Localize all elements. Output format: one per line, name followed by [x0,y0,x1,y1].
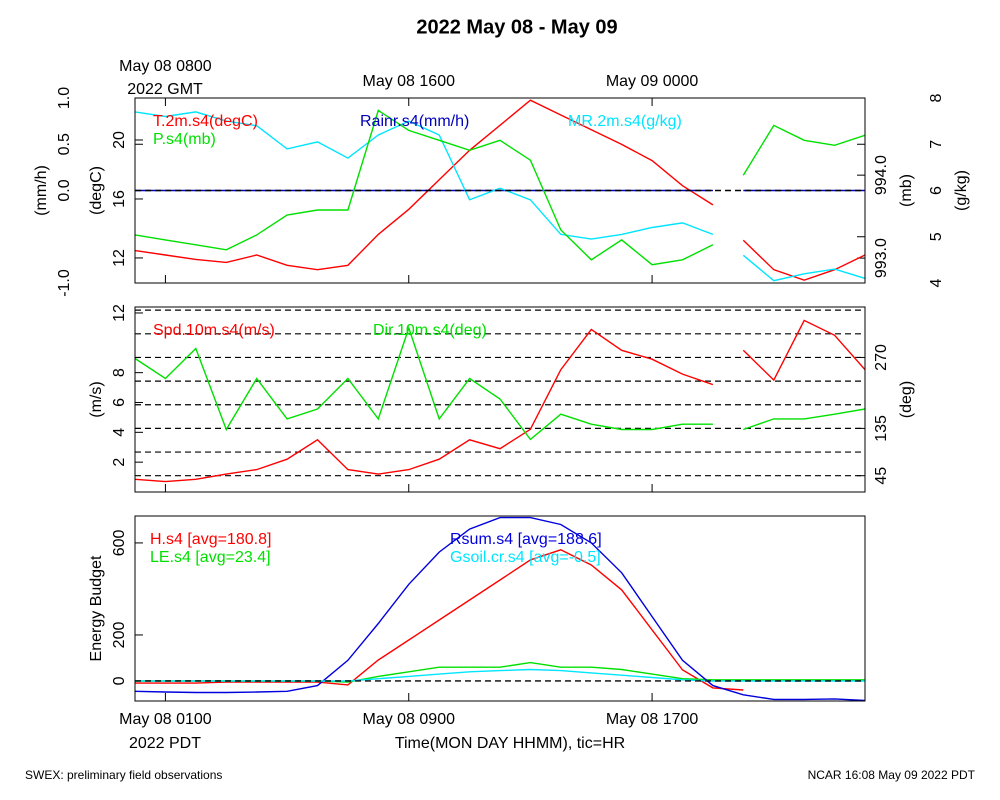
legend-label: T.2m.s4(degC) [153,113,258,130]
y-tick-label: 1.0 [56,87,73,109]
plot-area [135,319,865,483]
series-line [135,549,744,691]
x-tick-label: May 08 0900 [362,711,455,728]
top-zone-label: 2022 GMT [127,81,203,98]
y-tick-label: 0.0 [56,179,73,201]
chart-title: 2022 May 08 - May 09 [416,16,617,38]
y-tick-label: -1.0 [56,269,73,297]
series-line [135,325,865,441]
zone-label: 2022 PDT [129,735,201,752]
y-tick-label: 994.0 [873,155,890,195]
x-tick-label: May 08 1700 [606,711,699,728]
y-axis-title: (mb) [898,174,915,207]
y-tick-label: 6 [111,398,128,407]
series-line [135,319,865,483]
y-tick-label: 8 [111,368,128,377]
x-tick-label: May 08 0100 [119,711,212,728]
top-tick-label: May 08 1600 [362,73,455,90]
y-tick-label: 600 [111,529,128,556]
legend-label: Rainr.s4(mm/h) [360,113,469,130]
footer-right: NCAR 16:08 May 09 2022 PDT [808,768,976,782]
y-tick-label: 993.0 [873,238,890,278]
series-line [135,111,865,282]
y-tick-label: 45 [873,467,890,485]
legend-label: Spd.10m.s4(m/s) [153,322,275,339]
y-axis-title: (deg) [898,381,915,418]
y-tick-label: 7 [928,140,945,149]
legend-label: Gsoil.cr.s4 [avg=-0.5] [450,549,601,566]
y-axis-title: (degC) [88,166,105,215]
y-tick-label: 12 [111,304,128,322]
y-tick-label: 0.5 [56,133,73,155]
legend-label: MR.2m.s4(g/kg) [568,113,682,130]
y-tick-label: 6 [928,186,945,195]
y-tick-label: 4 [928,278,945,287]
top-tick-label: May 08 0800 [119,58,212,75]
panel-frame [134,97,866,284]
y-axis-title: (m/s) [88,381,105,417]
y-tick-label: 135 [873,415,890,442]
series-line [135,109,865,266]
series-line [135,99,865,281]
y-axis-title: (mm/h) [33,165,50,216]
y-tick-label: 8 [928,93,945,102]
y-axis-title: Energy Budget [88,555,105,661]
footer-left: SWEX: preliminary field observations [25,768,222,782]
legend-label: P.s4(mb) [153,131,216,148]
y-tick-label: 0 [111,676,128,685]
x-axis-title: Time(MON DAY HHMM), tic=HR [395,735,625,752]
series-line [135,661,865,683]
top-tick-label: May 09 0000 [606,73,699,90]
y-tick-label: 4 [111,428,128,437]
panel-frame [134,306,866,493]
legend-label: Dir.10m.s4(deg) [373,322,487,339]
y-tick-label: 16 [111,190,128,208]
y-tick-label: 2 [111,458,128,467]
y-tick-label: 270 [873,344,890,371]
y-tick-label: 20 [111,131,128,149]
legend-label: LE.s4 [avg=23.4] [150,549,271,566]
y-tick-label: 5 [928,232,945,241]
panel-frame [134,515,866,702]
y-axis-title: (g/kg) [953,170,970,211]
legend-label: H.s4 [avg=180.8] [150,531,271,548]
legend-label: Rsum.s4 [avg=188.6] [450,531,602,548]
y-tick-label: 200 [111,622,128,649]
y-tick-label: 12 [111,249,128,267]
series-line [135,516,865,701]
